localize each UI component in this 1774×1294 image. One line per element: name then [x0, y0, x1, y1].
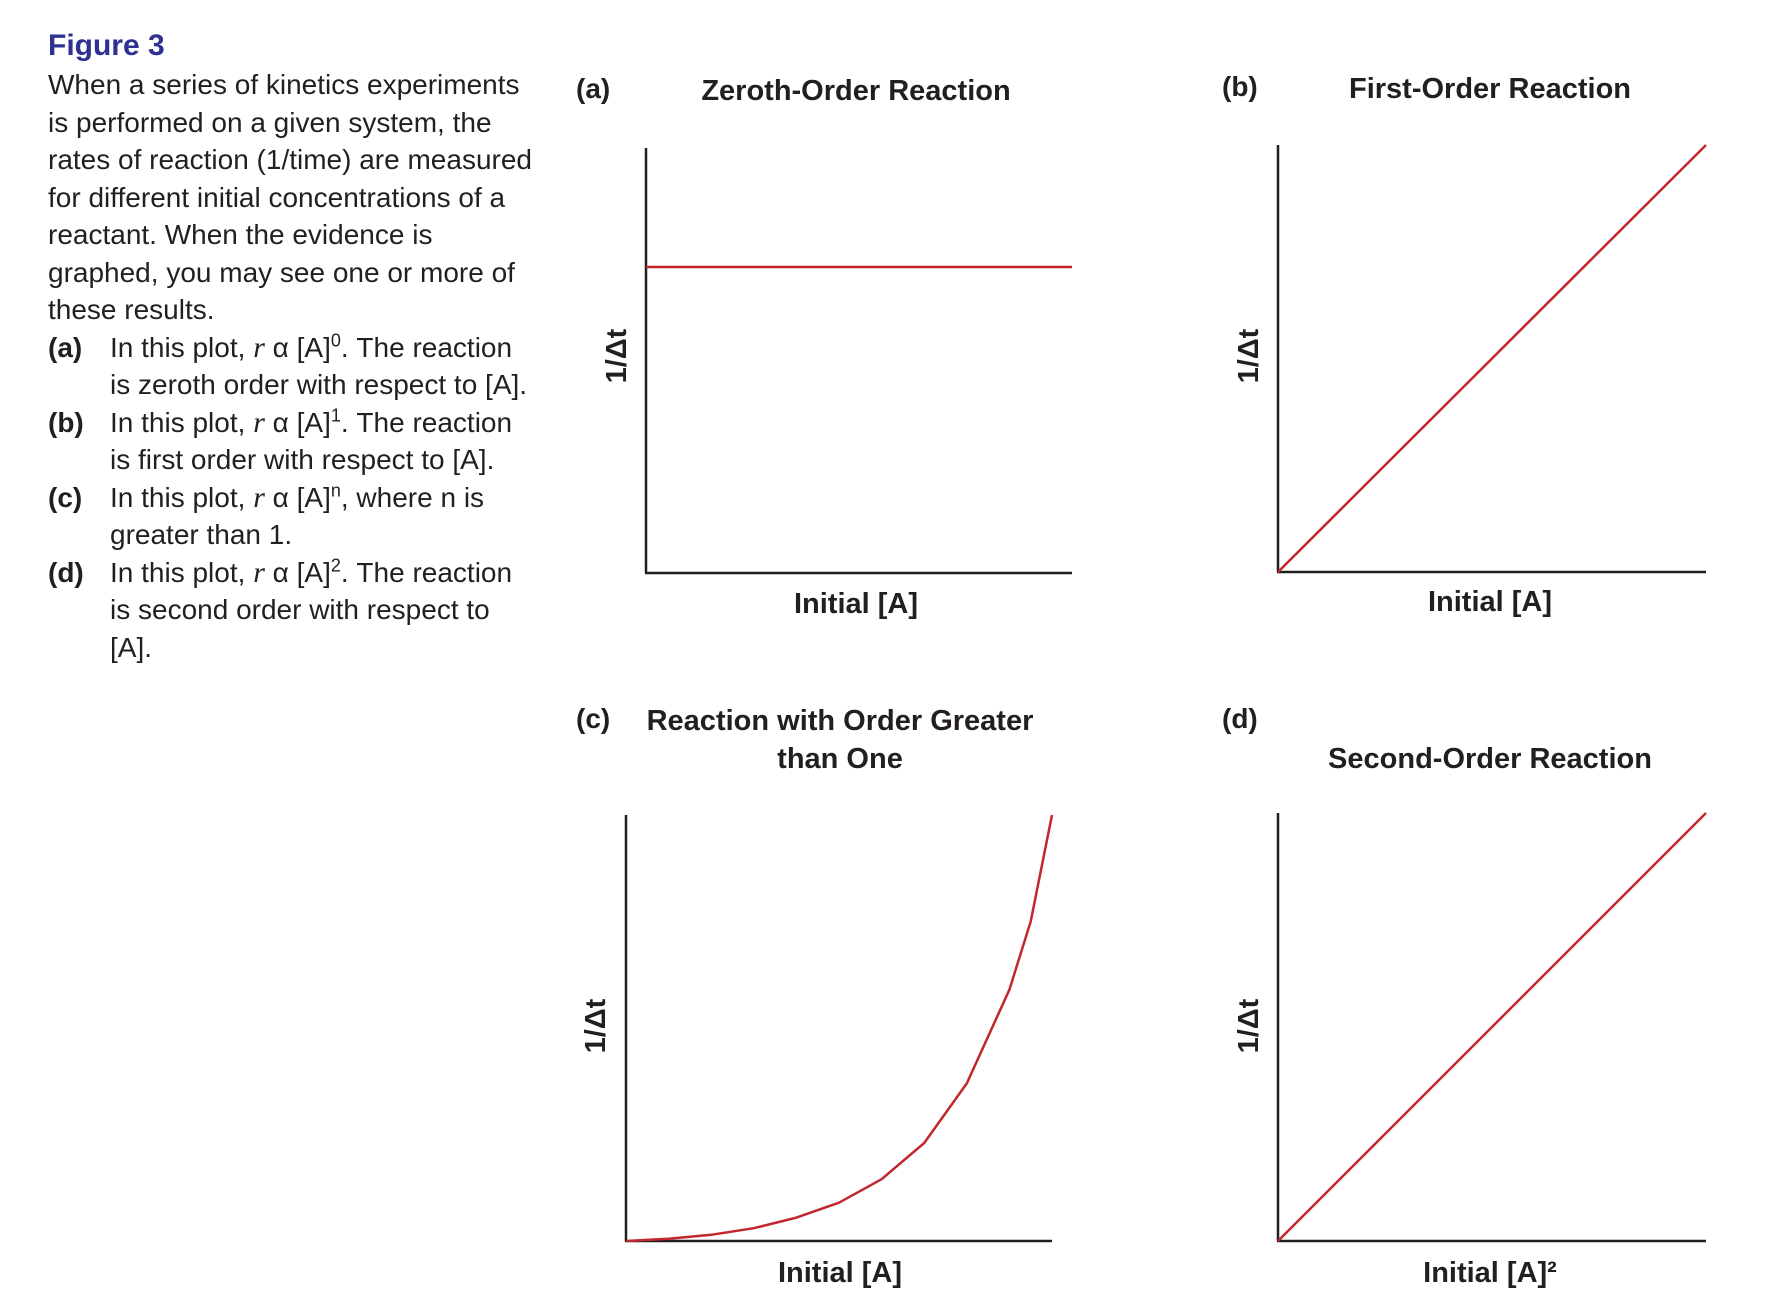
- chart-title-c: Reaction with Order Greater than One: [646, 705, 1034, 775]
- chart-title-a: Zeroth-Order Reaction: [701, 75, 1011, 107]
- series-line-b: [1277, 144, 1707, 573]
- caption-item-label: (c): [48, 481, 83, 513]
- caption-item-d: (d) In this plot, r α [A]2. The reaction…: [48, 554, 538, 667]
- x-axis-label-d: Initial [A]²: [1423, 1257, 1557, 1289]
- figure-label: Figure 3: [48, 29, 165, 62]
- panel-label-b: (b): [1222, 71, 1258, 102]
- panel-label-a: (a): [576, 73, 611, 104]
- x-axis-label-b: Initial [A]: [1427, 586, 1553, 618]
- x-axis-label-a: Initial [A]: [793, 588, 919, 620]
- chart-title-b: First-Order Reaction: [1349, 73, 1631, 105]
- caption-item-text: In this plot, r α [A]2. The reaction is …: [110, 555, 513, 663]
- figure-caption: Figure 3 When a series of kinetics exper…: [48, 28, 538, 666]
- panel-label-d: (d): [1222, 703, 1258, 734]
- caption-item-text: In this plot, r α [A]0. The reaction is …: [110, 330, 528, 401]
- caption-item-label: (b): [48, 406, 84, 438]
- series-line-c: [625, 814, 1054, 1243]
- caption-item-label: (a): [48, 331, 83, 363]
- caption-item-a: (a) In this plot, r α [A]0. The reaction…: [48, 329, 538, 404]
- caption-item-label: (d): [48, 556, 84, 588]
- caption-intro: When a series of kinetics experiments is…: [48, 69, 532, 325]
- x-axis-label-c: Initial [A]: [777, 1257, 903, 1289]
- caption-item-b: (b) In this plot, r α [A]1. The reaction…: [48, 404, 538, 479]
- caption-item-text: In this plot, r α [A]1. The reaction is …: [110, 405, 513, 476]
- panel-label-c: (c): [576, 703, 611, 734]
- series-line-d: [1277, 812, 1707, 1242]
- caption-item-c: (c) In this plot, r α [A]n, where n is g…: [48, 479, 538, 554]
- chart-title-d: Second-Order Reaction: [1328, 743, 1652, 775]
- caption-item-text: In this plot, r α [A]n, where n is great…: [110, 480, 485, 551]
